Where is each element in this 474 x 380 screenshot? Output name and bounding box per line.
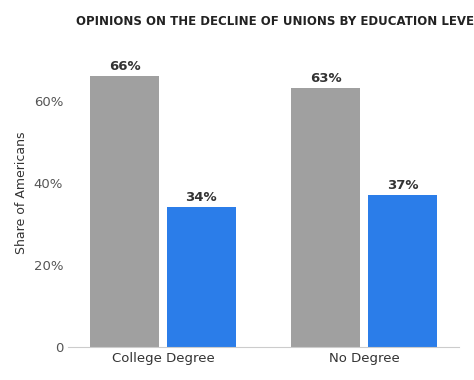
Bar	[90, 76, 159, 347]
Text: 37%: 37%	[387, 179, 418, 192]
Bar	[368, 195, 437, 347]
Text: 63%: 63%	[310, 72, 341, 85]
Y-axis label: Share of Americans: Share of Americans	[15, 132, 28, 254]
Bar	[291, 88, 360, 347]
Text: OPINIONS ON THE DECLINE OF UNIONS BY EDUCATION LEVEL: OPINIONS ON THE DECLINE OF UNIONS BY EDU…	[76, 15, 474, 28]
Bar	[166, 207, 236, 347]
Text: 66%: 66%	[109, 60, 140, 73]
Text: 34%: 34%	[185, 191, 217, 204]
